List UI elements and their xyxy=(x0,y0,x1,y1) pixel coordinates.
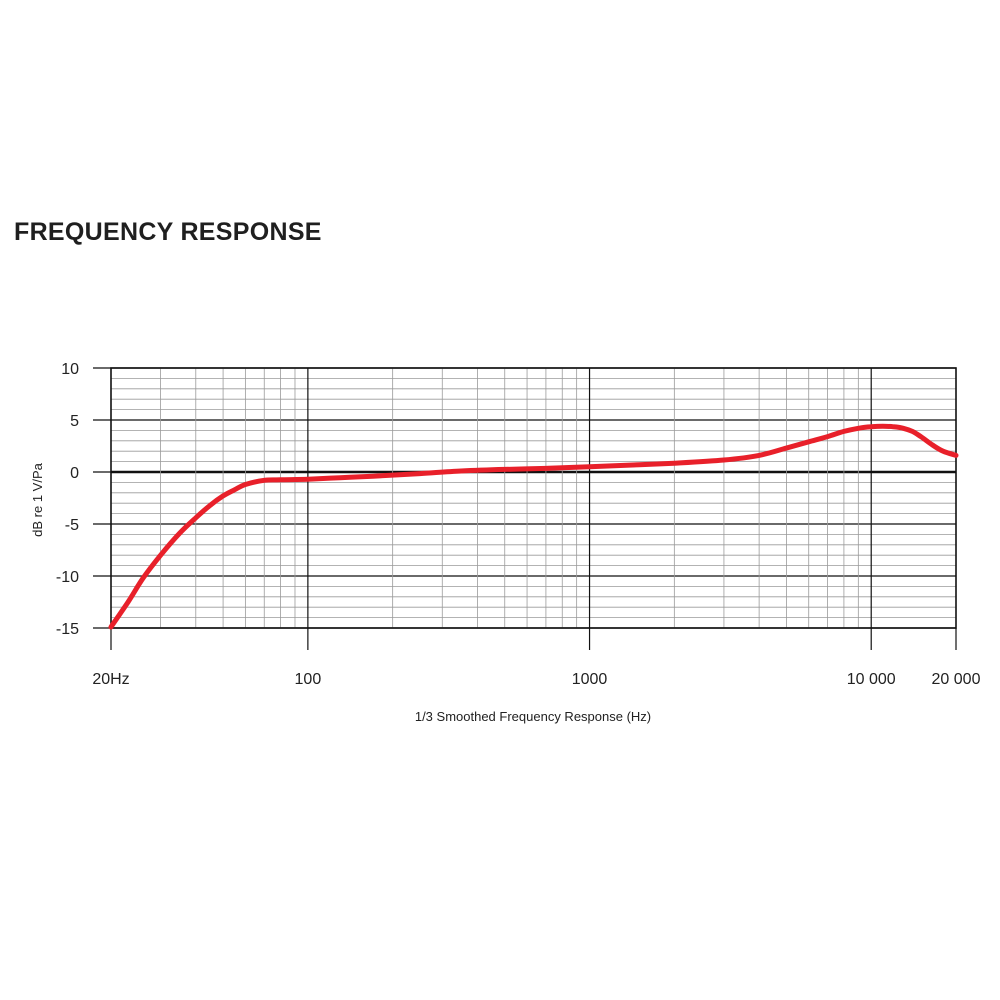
y-tick-label: 5 xyxy=(70,413,79,430)
y-tick-label: 0 xyxy=(70,465,79,482)
y-tick-label: -15 xyxy=(56,621,79,638)
x-axis-ticks: 20Hz 100 1000 10 000 20 000 xyxy=(92,628,981,688)
y-tick-label: -10 xyxy=(56,569,79,586)
chart-title: FREQUENCY RESPONSE xyxy=(14,218,322,246)
response-curve xyxy=(108,423,959,630)
y-tick-label: -5 xyxy=(65,517,79,534)
x-tick-label: 20Hz xyxy=(92,671,129,688)
y-axis-ticks: 10 5 0 -5 -10 -15 xyxy=(56,361,111,638)
x-axis-label: 1/3 Smoothed Frequency Response (Hz) xyxy=(415,709,651,724)
x-tick-label: 100 xyxy=(295,671,322,688)
grid xyxy=(110,367,957,629)
y-axis-label: dB re 1 V/Pa xyxy=(30,462,45,536)
plot-border xyxy=(110,367,957,629)
plot-frame xyxy=(110,367,957,629)
y-tick-label: 10 xyxy=(61,361,79,378)
x-tick-label: 1000 xyxy=(572,671,608,688)
x-tick-label: 20 000 xyxy=(932,671,981,688)
x-tick-label: 10 000 xyxy=(847,671,896,688)
